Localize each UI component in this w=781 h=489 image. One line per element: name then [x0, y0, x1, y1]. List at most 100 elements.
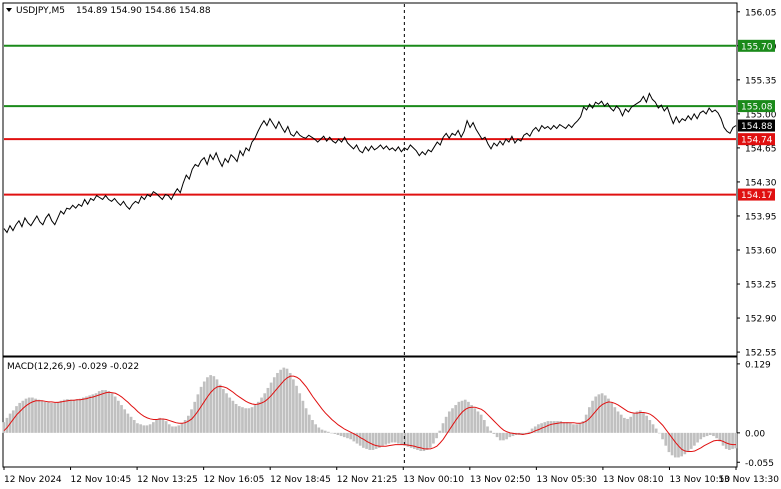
macd-bar	[498, 432, 502, 441]
macd-bar	[470, 405, 473, 433]
macd-bar	[642, 412, 645, 433]
macd-bar	[234, 403, 238, 433]
macd-bar	[432, 432, 435, 444]
price-tick-label: 154.30	[745, 178, 777, 188]
macd-bar	[673, 432, 677, 458]
macd-bar	[597, 394, 601, 433]
macd-bar	[37, 399, 41, 433]
macd-bar	[250, 407, 254, 433]
macd-bar	[132, 420, 136, 433]
time-tick-label: 12 Nov 21:25	[337, 475, 398, 485]
macd-bar	[603, 395, 607, 433]
macd-bar	[616, 411, 620, 433]
macd-bar	[734, 432, 738, 449]
macd-bar	[511, 432, 515, 437]
macd-bar	[180, 423, 184, 433]
macd-bar	[123, 409, 127, 433]
macd-bar	[654, 428, 658, 433]
macd-bar	[295, 385, 298, 433]
price-panel[interactable]	[2, 2, 738, 357]
macd-bar	[120, 405, 123, 433]
macd-bar	[62, 399, 66, 433]
macd-bar	[78, 398, 82, 433]
macd-bar	[368, 432, 372, 450]
macd-bar	[613, 407, 617, 433]
time-tick-label: 12 Nov 10:45	[71, 475, 132, 485]
macd-bar	[482, 420, 486, 433]
macd-bar	[444, 416, 448, 433]
macd-bar	[285, 368, 289, 433]
macd-bar	[158, 417, 162, 433]
macd-tick-label: -0.055	[745, 459, 774, 469]
macd-bar	[479, 414, 483, 433]
macd-bar	[311, 420, 314, 433]
macd-bar	[190, 409, 193, 433]
price-tick-label: 152.55	[745, 349, 777, 359]
macd-bar	[451, 408, 454, 433]
macd-bar	[139, 424, 142, 433]
macd-tick-label: 0.00	[745, 429, 765, 439]
macd-bar	[619, 414, 623, 433]
macd-bar	[721, 432, 725, 446]
macd-bar	[460, 400, 464, 433]
macd-bar	[69, 399, 72, 433]
macd-bar	[728, 432, 731, 450]
macd-bar	[629, 416, 633, 433]
macd-bar	[705, 432, 709, 437]
macd-bar	[260, 397, 263, 433]
horizontal-levels	[4, 44, 736, 196]
symbol-dropdown-icon[interactable]	[6, 8, 12, 12]
macd-bar	[152, 422, 155, 433]
time-tick-label: 12 Nov 18:45	[270, 475, 331, 485]
macd-bar	[88, 395, 92, 433]
current-price-label: 154.88	[741, 122, 773, 132]
macd-bar	[530, 428, 534, 433]
macd-bar	[680, 432, 683, 457]
price-tick-label: 153.25	[745, 281, 777, 291]
macd-signal-line	[3, 375, 736, 453]
macd-bar	[575, 424, 578, 433]
macd-bar	[664, 432, 668, 446]
macd-bar	[546, 421, 550, 433]
macd-bar	[53, 402, 57, 433]
current-price-tag	[738, 119, 775, 132]
macd-bar	[352, 432, 356, 442]
symbol-label: USDJPY,M5	[16, 6, 65, 16]
price-tick-label: 154.65	[745, 144, 777, 154]
macd-bar	[161, 418, 165, 433]
macd-bar	[174, 426, 177, 433]
macd-bar	[142, 425, 146, 433]
macd-bar	[387, 432, 391, 444]
price-tick-label: 155.00	[745, 110, 777, 120]
macd-bar	[489, 430, 493, 433]
macd-bar	[136, 423, 139, 433]
macd-bar	[492, 432, 496, 434]
macd-bar	[110, 393, 114, 433]
macd-bar	[126, 413, 130, 433]
macd-bar	[241, 407, 244, 433]
macd-bar	[215, 379, 219, 433]
macd-bar	[403, 432, 407, 446]
macd-axis: 0.129 0.00 -0.055	[737, 360, 774, 469]
macd-bar	[696, 432, 699, 443]
macd-bar	[565, 422, 569, 433]
macd-bar	[610, 402, 613, 433]
macd-bar	[626, 418, 629, 433]
macd-bar	[502, 432, 505, 441]
macd-bar	[406, 432, 410, 447]
macd-bar	[381, 432, 384, 446]
macd-bar	[438, 430, 442, 433]
macd-bar	[346, 432, 349, 439]
price-line	[3, 92, 737, 234]
macd-bar	[320, 429, 324, 433]
macd-bar	[454, 405, 458, 433]
macd-bar	[708, 432, 712, 435]
macd-bar	[314, 424, 317, 433]
macd-bar	[5, 417, 9, 433]
macd-bar	[607, 398, 610, 433]
time-tick-label: 13 Nov 02:50	[470, 475, 531, 485]
time-tick-label: 13 Nov 08:10	[603, 475, 664, 485]
macd-bar	[116, 400, 120, 433]
macd-bar	[400, 432, 403, 445]
